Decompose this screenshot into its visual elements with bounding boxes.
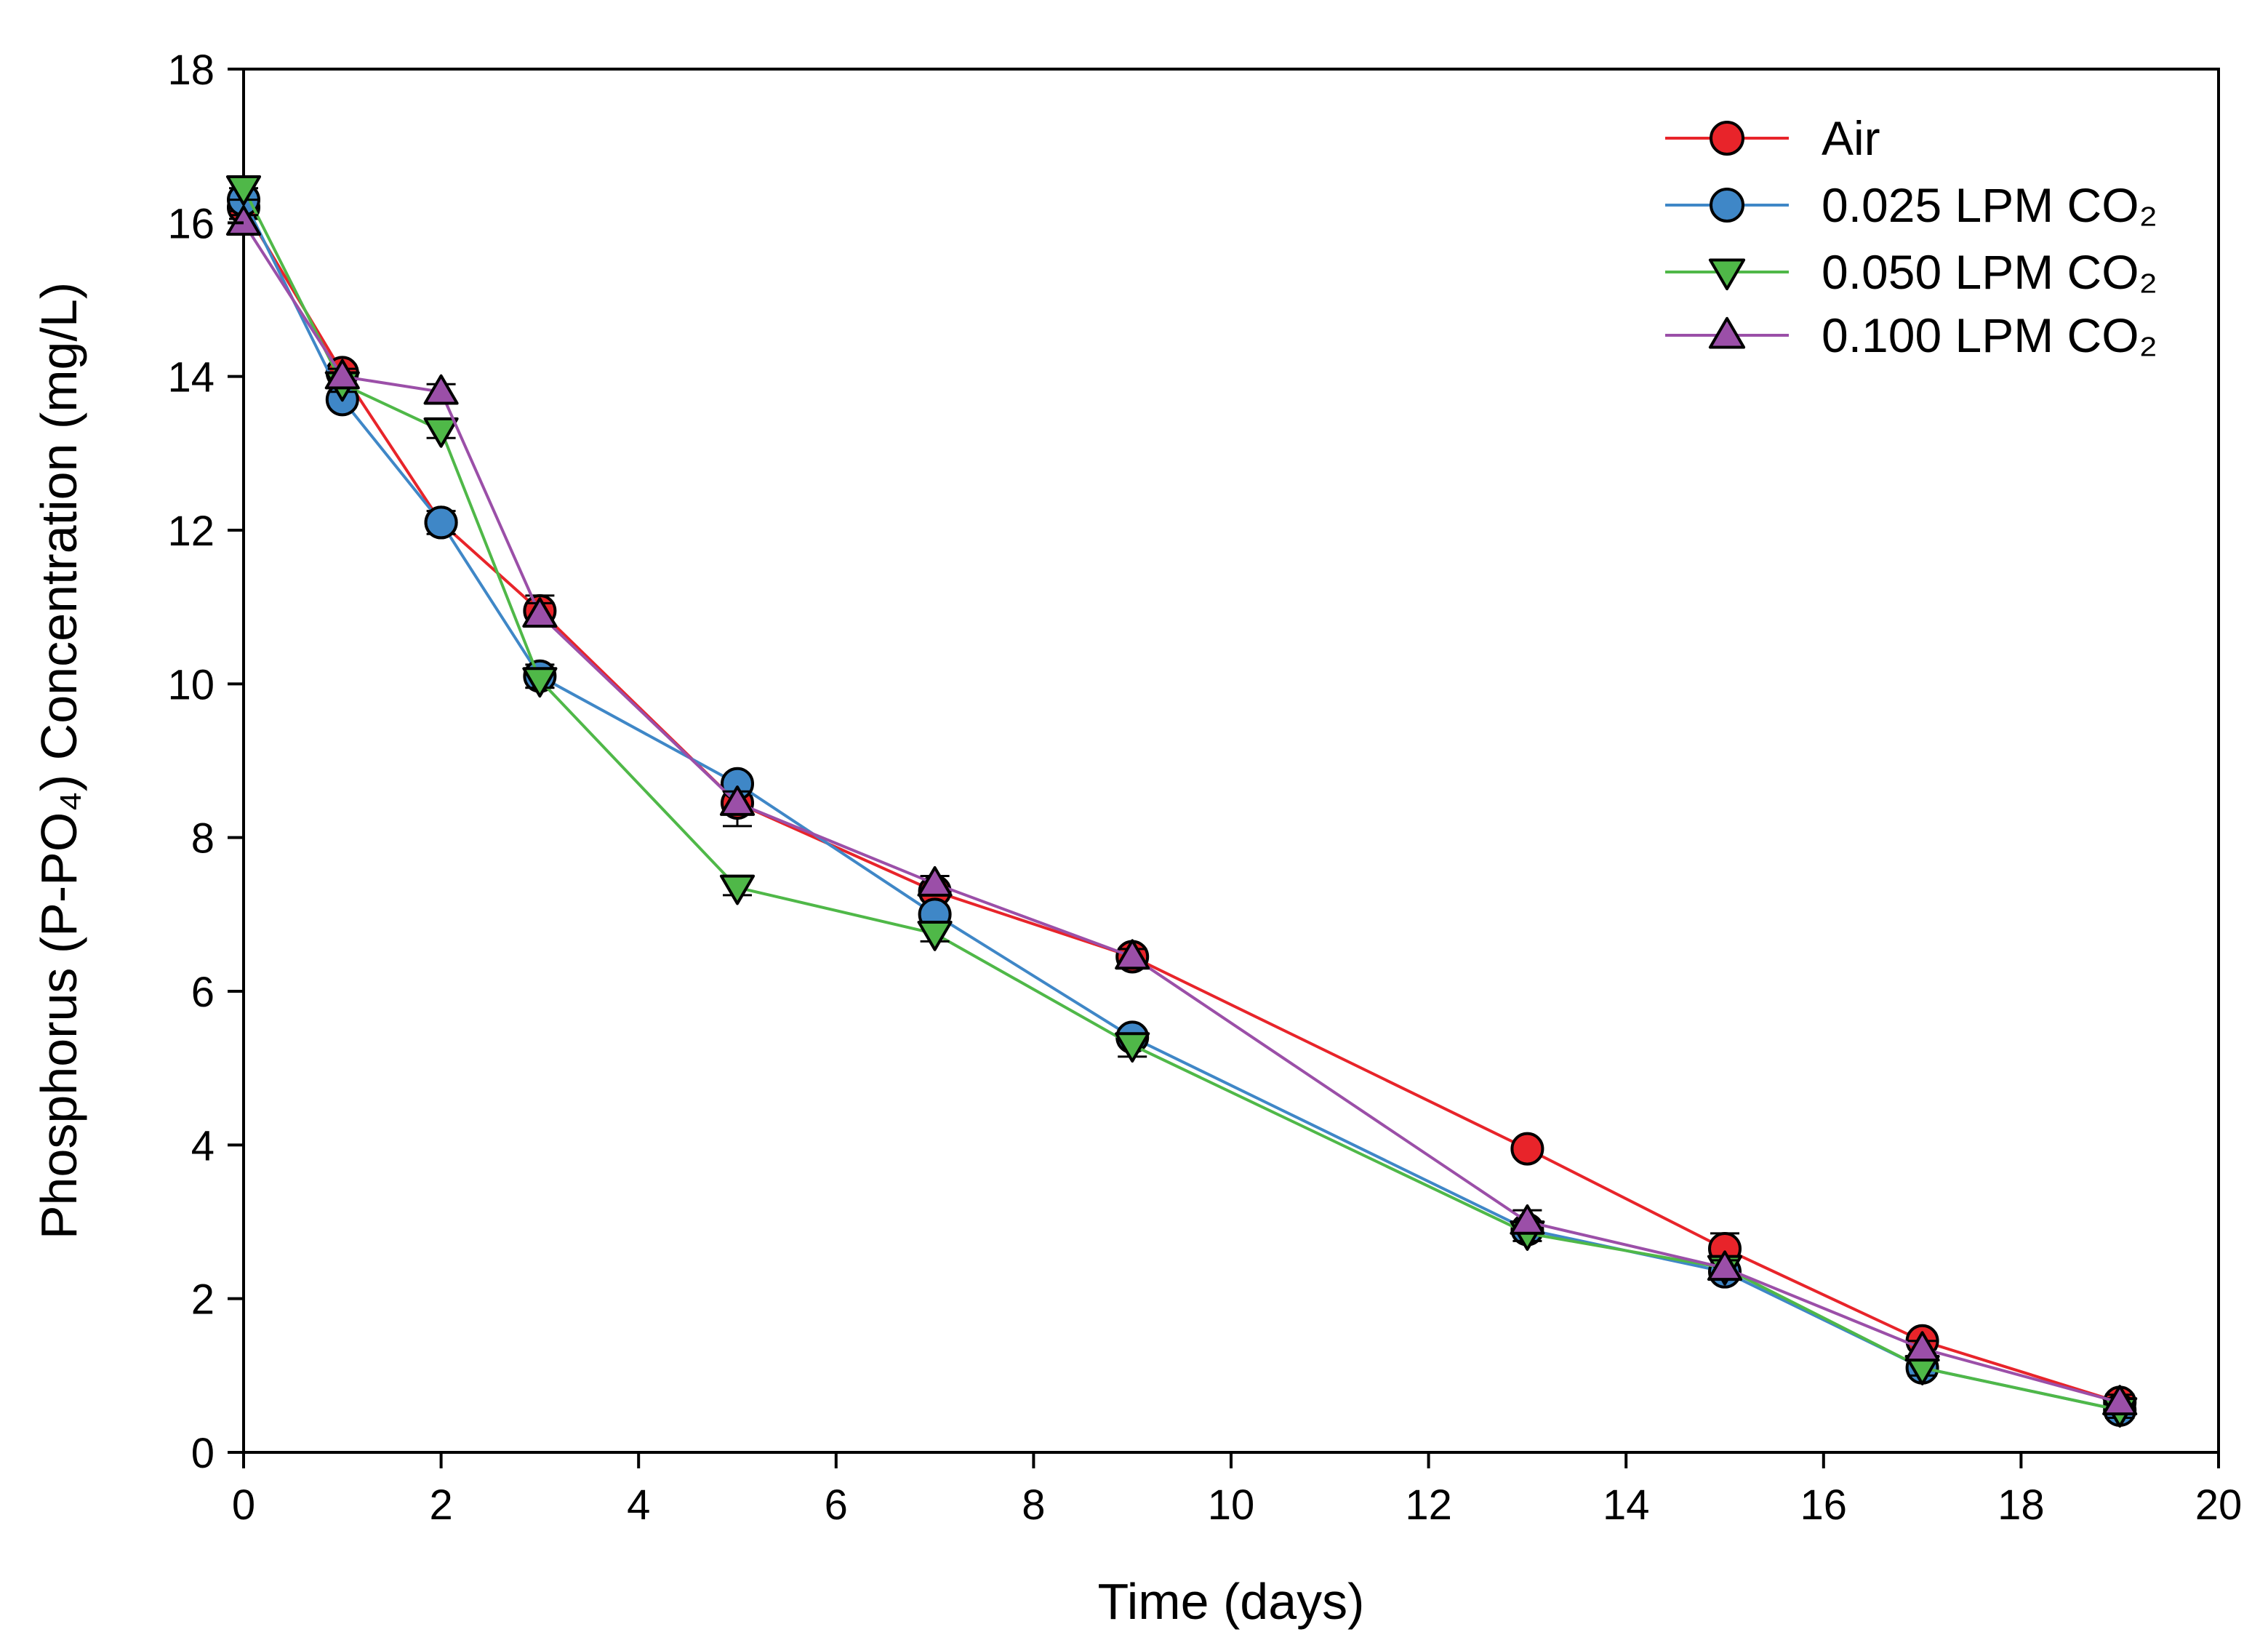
legend-marker	[1710, 188, 1744, 223]
series-2	[225, 175, 2138, 1428]
x-tick-label: 0	[232, 1481, 255, 1529]
y-axis-title: Phosphorus (P-PO₄) Concentration (mg/L)	[31, 282, 87, 1239]
series-line	[242, 222, 2120, 1404]
x-tick-label: 6	[825, 1481, 848, 1529]
y-tick-label: 8	[191, 815, 215, 863]
y-tick-label: 14	[167, 354, 215, 401]
x-tick-label: 12	[1405, 1481, 1452, 1529]
y-tick-label: 6	[191, 969, 215, 1016]
x-tick-label: 8	[1022, 1481, 1045, 1529]
legend-marker	[1708, 316, 1746, 349]
data-point	[917, 866, 953, 897]
y-tick-label: 12	[167, 508, 215, 555]
y-tick-label: 16	[167, 200, 215, 247]
x-tick-label: 10	[1208, 1481, 1255, 1529]
legend-label: 0.050 LPM CO₂	[1822, 245, 2157, 299]
legend-marker	[1710, 121, 1744, 156]
y-tick-label: 10	[167, 661, 215, 708]
y-tick-label: 18	[167, 47, 215, 94]
y-tick-label: 4	[191, 1122, 215, 1169]
data-point	[1904, 1331, 1940, 1362]
x-tick-label: 14	[1603, 1481, 1650, 1529]
data-point	[719, 874, 756, 905]
x-tick-label: 16	[1800, 1481, 1848, 1529]
legend: Air 0.025 LPM CO₂ 0.050 LPM CO₂ 0.100 LPM C…	[1665, 111, 2157, 362]
data-point	[917, 921, 953, 951]
data-point	[719, 785, 756, 816]
data-point	[1115, 939, 1150, 970]
data-point	[225, 205, 262, 236]
data-point	[2102, 1385, 2138, 1416]
data-point	[324, 359, 360, 390]
data-point	[522, 597, 558, 628]
x-tick-label: 20	[2195, 1481, 2243, 1529]
legend-label: Air	[1822, 111, 1880, 165]
data-point	[423, 374, 459, 405]
data-point	[1510, 1204, 1545, 1235]
y-axis-ticks: 0 2 4 6 8 10 12 14 16 18	[167, 47, 244, 1477]
plot-area	[225, 68, 2220, 1454]
series-line	[242, 199, 2120, 1412]
x-axis-title: Time (days)	[1098, 1573, 1365, 1630]
y-tick-label: 2	[191, 1276, 215, 1324]
series-layer	[225, 175, 2138, 1428]
series-3	[225, 205, 2138, 1416]
data-point	[423, 417, 459, 448]
x-tick-label: 2	[429, 1481, 452, 1529]
x-tick-label: 4	[627, 1481, 650, 1529]
series-line	[242, 187, 2120, 1412]
legend-label: 0.100 LPM CO₂	[1822, 308, 2157, 362]
data-point	[1115, 1032, 1150, 1063]
series-line	[242, 207, 2120, 1404]
data-point	[1510, 1132, 1544, 1166]
series-0	[227, 191, 2137, 1420]
legend-marker	[1708, 258, 1746, 291]
x-tick-label: 18	[1997, 1481, 2045, 1529]
data-point	[1707, 1250, 1743, 1281]
data-point	[225, 175, 262, 206]
series-1	[227, 183, 2137, 1427]
legend-label: 0.025 LPM CO₂	[1822, 178, 2157, 232]
data-point	[522, 667, 558, 698]
data-point	[424, 505, 458, 540]
y-tick-label: 0	[191, 1430, 215, 1477]
x-axis-ticks: 0 2 4 6 8 10 12 14 16 18 20	[232, 1452, 2242, 1529]
